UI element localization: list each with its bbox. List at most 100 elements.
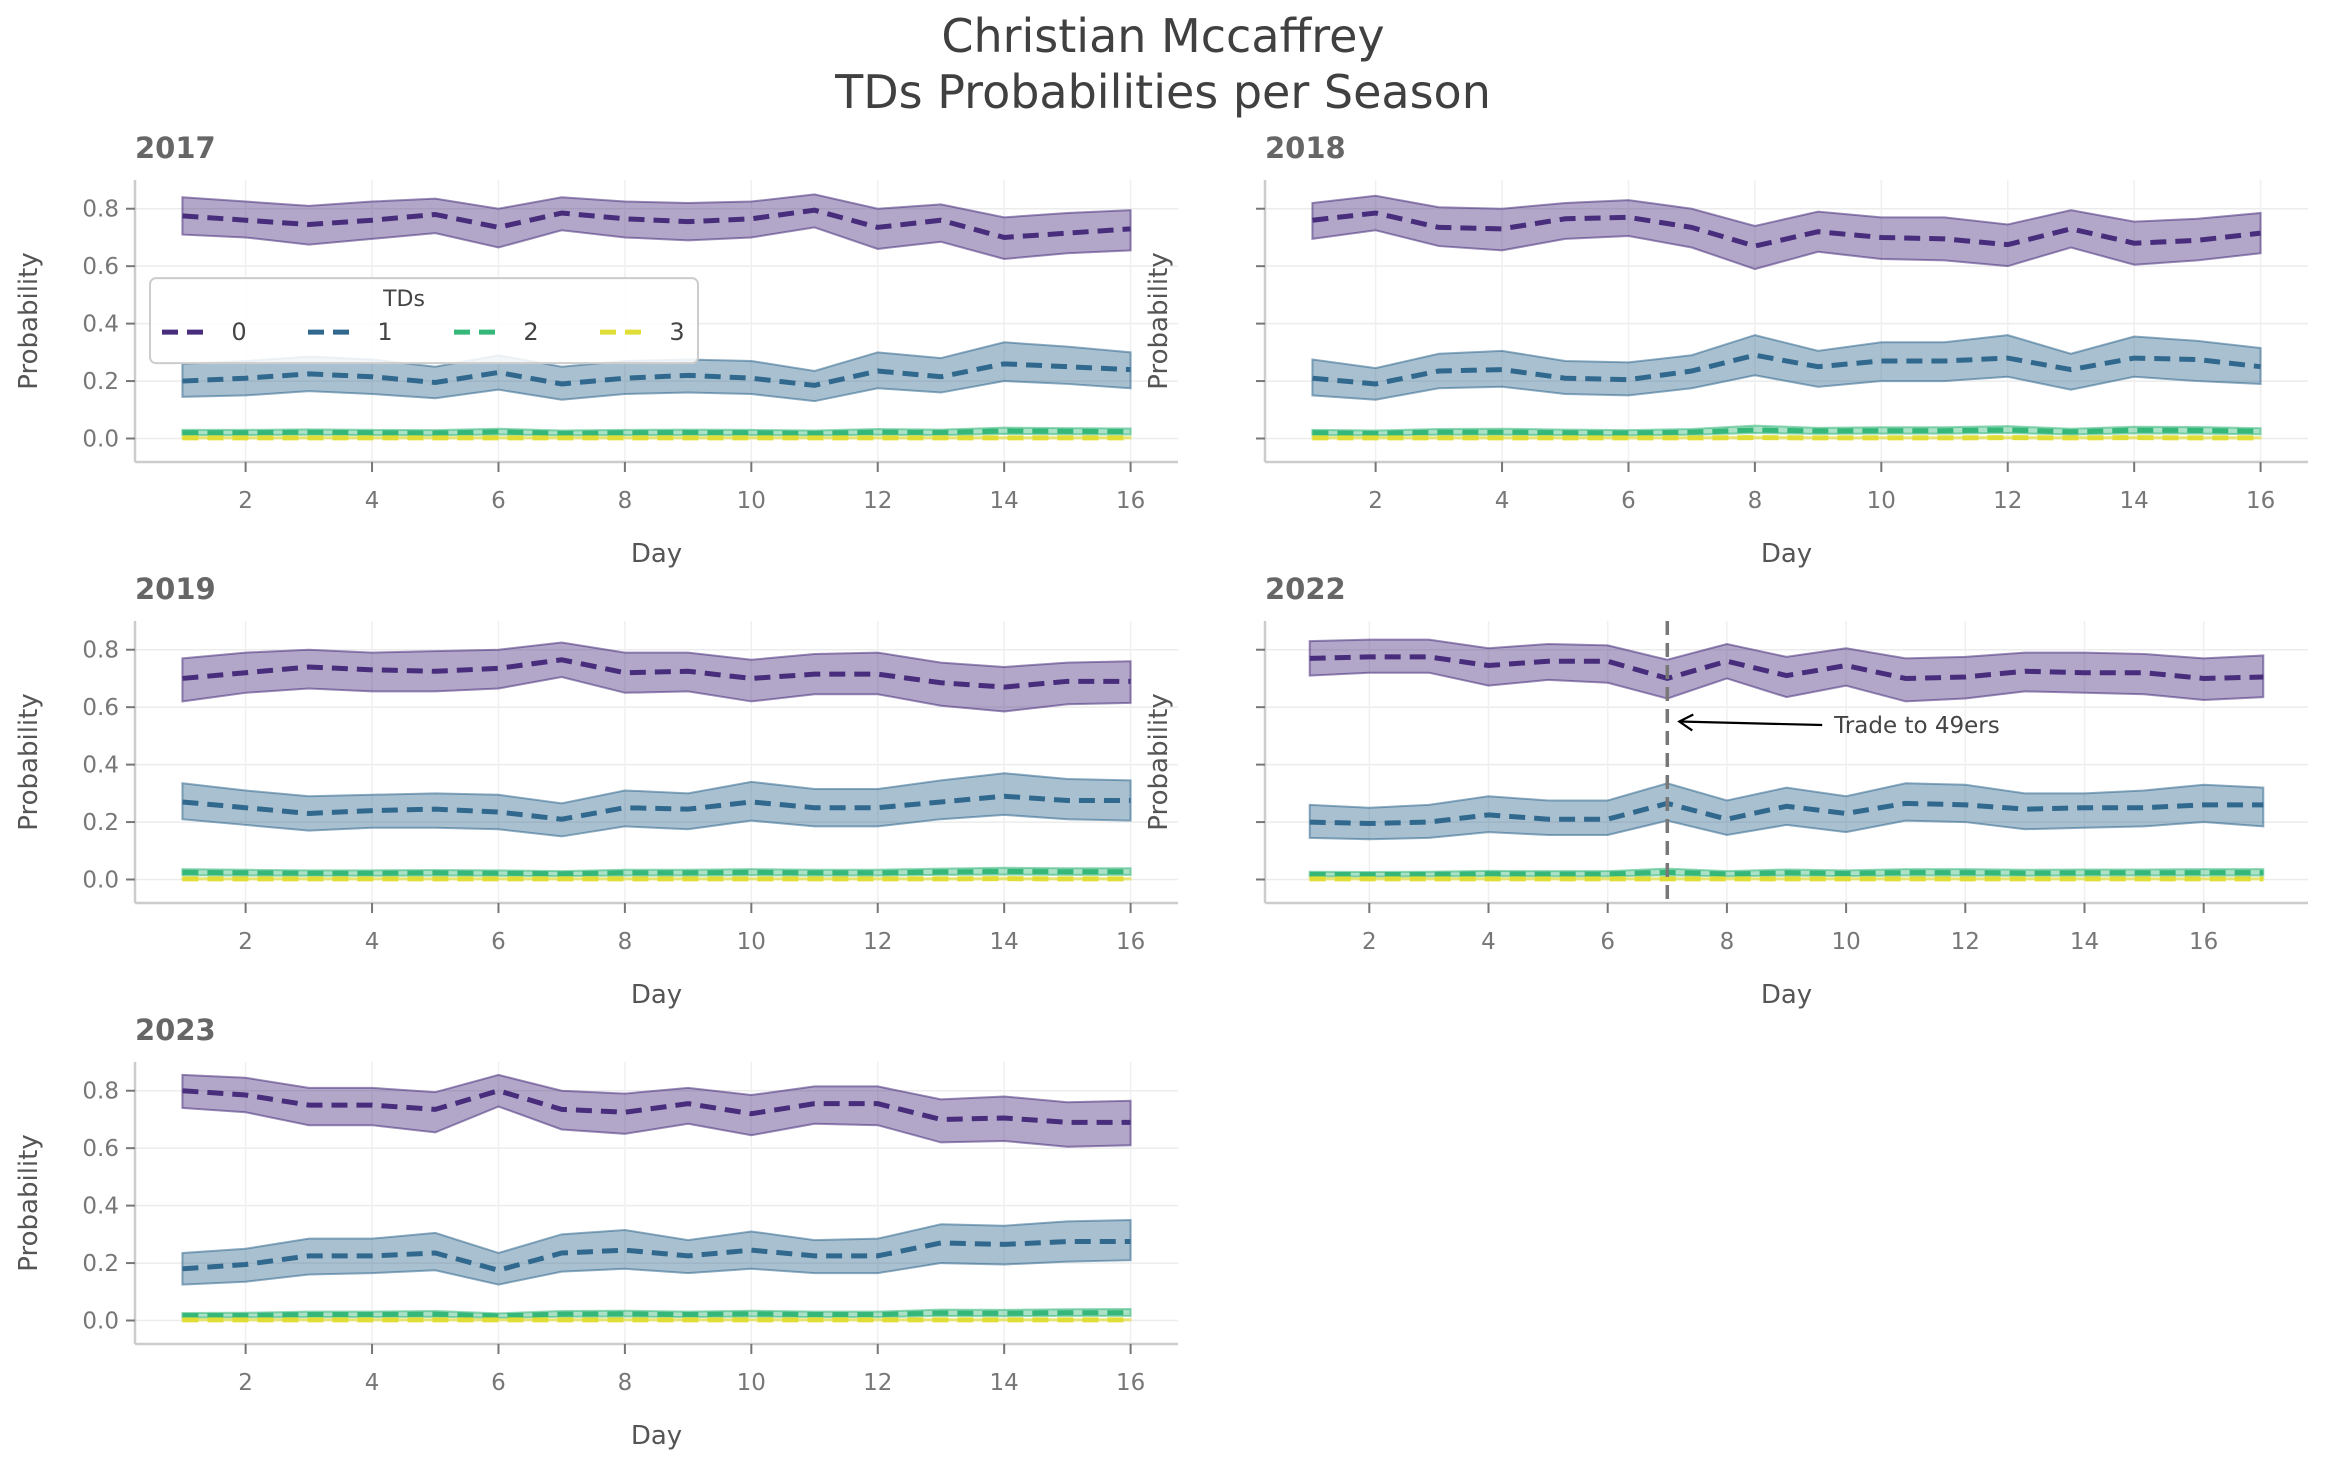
panel-title: 2017 bbox=[135, 131, 216, 165]
y-axis-label: Probability bbox=[14, 252, 44, 389]
x-tick-label: 6 bbox=[1600, 929, 1615, 955]
series-line-0 bbox=[182, 657, 1131, 690]
y-tick-label: 0.4 bbox=[82, 312, 119, 338]
y-tick-label: 0.2 bbox=[82, 369, 119, 395]
x-tick-label: 12 bbox=[1951, 929, 1980, 955]
x-tick-label: 4 bbox=[365, 1370, 380, 1396]
series-line-0 bbox=[182, 207, 1131, 240]
confidence-band-1 bbox=[1308, 782, 2265, 841]
x-tick-label: 8 bbox=[618, 488, 633, 514]
y-axis-label: Probability bbox=[14, 1134, 44, 1271]
series-line-1 bbox=[1312, 352, 2261, 387]
confidence-band-0 bbox=[1311, 194, 2262, 271]
x-tick-label: 4 bbox=[365, 929, 380, 955]
y-tick-label: 0.8 bbox=[82, 1079, 119, 1105]
x-tick-label: 16 bbox=[1116, 488, 1145, 514]
x-axis-label: Day bbox=[631, 1421, 682, 1451]
panel-2018: 2018 2 4 6 8 10 12 14 16 Day Probability bbox=[1144, 131, 2308, 569]
x-tick-label: 2 bbox=[1368, 488, 1383, 514]
x-tick-label: 10 bbox=[737, 929, 766, 955]
x-tick-label: 2 bbox=[238, 929, 253, 955]
series-line-1 bbox=[182, 1239, 1131, 1273]
chart-title-line-1: Christian Mccaffrey bbox=[941, 9, 1384, 63]
x-axis-label: Day bbox=[631, 539, 682, 569]
confidence-band-0 bbox=[181, 1073, 1132, 1148]
x-tick-label: 10 bbox=[737, 488, 766, 514]
x-tick-label: 6 bbox=[491, 929, 506, 955]
series-line-2 bbox=[182, 1310, 1131, 1319]
x-tick-label: 10 bbox=[737, 1370, 766, 1396]
confidence-band-0 bbox=[181, 641, 1132, 713]
y-tick-label: 0.0 bbox=[82, 1309, 119, 1335]
series-line-2 bbox=[1312, 427, 2261, 436]
x-tick-label: 2 bbox=[238, 1370, 253, 1396]
x-tick-label: 12 bbox=[863, 929, 892, 955]
legend: TDs 0 1 2 3 bbox=[149, 277, 699, 365]
y-tick-label: 0.2 bbox=[82, 810, 119, 836]
annotation-arrow bbox=[1679, 720, 1823, 727]
series-line-2 bbox=[182, 868, 1131, 877]
x-tick-label: 12 bbox=[863, 488, 892, 514]
y-axis-label: Probability bbox=[1144, 693, 1174, 830]
x-axis-label: Day bbox=[631, 980, 682, 1010]
x-tick-label: 8 bbox=[1720, 929, 1735, 955]
x-tick-label: 14 bbox=[2120, 488, 2149, 514]
y-axis-label: Probability bbox=[1144, 252, 1174, 389]
x-tick-label: 16 bbox=[1116, 1370, 1145, 1396]
y-tick-label: 0.8 bbox=[82, 197, 119, 223]
confidence-band-1 bbox=[181, 772, 1132, 838]
legend-title: TDs bbox=[382, 287, 425, 312]
legend-label-3: 3 bbox=[669, 318, 684, 346]
x-tick-label: 14 bbox=[2070, 929, 2099, 955]
panel-title: 2019 bbox=[135, 572, 216, 606]
annotation-text: Trade to 49ers bbox=[1833, 713, 2000, 739]
y-axis-label: Probability bbox=[14, 693, 44, 830]
panel-2019: 2019 0.0 0.2 0.4 0.6 0.8 2 4 6 8 10 12 14 16 Day Probab… bbox=[14, 572, 1178, 1010]
legend-label-1: 1 bbox=[377, 318, 392, 346]
confidence-band-1 bbox=[1311, 334, 2262, 401]
arrow-head-icon bbox=[1677, 713, 1694, 732]
series-line-1 bbox=[182, 361, 1131, 388]
x-tick-label: 4 bbox=[1481, 929, 1496, 955]
x-tick-label: 12 bbox=[863, 1370, 892, 1396]
y-tick-label: 0.4 bbox=[82, 1194, 119, 1220]
x-tick-label: 16 bbox=[2246, 488, 2275, 514]
series-line-0 bbox=[1312, 210, 2261, 249]
panel-2023: 2023 0.0 0.2 0.4 0.6 0.8 2 4 6 8 10 12 14 16 Day Probab… bbox=[14, 1013, 1178, 1451]
y-tick-label: 0.6 bbox=[82, 1136, 119, 1162]
chart-title-line-2: TDs Probabilities per Season bbox=[834, 65, 1491, 119]
x-tick-label: 6 bbox=[491, 1370, 506, 1396]
panel-title: 2022 bbox=[1265, 572, 1346, 606]
x-axis-label: Day bbox=[1761, 539, 1812, 569]
legend-label-0: 0 bbox=[231, 318, 246, 346]
y-tick-label: 0.0 bbox=[82, 868, 119, 894]
x-tick-label: 14 bbox=[990, 1370, 1019, 1396]
x-tick-label: 4 bbox=[1495, 488, 1510, 514]
confidence-band-0 bbox=[181, 193, 1132, 261]
legend-frame bbox=[149, 277, 699, 365]
x-tick-label: 16 bbox=[1116, 929, 1145, 955]
x-tick-label: 14 bbox=[990, 929, 1019, 955]
x-tick-label: 12 bbox=[1993, 488, 2022, 514]
y-tick-label: 0.0 bbox=[82, 427, 119, 453]
x-tick-label: 16 bbox=[2189, 929, 2218, 955]
y-tick-label: 0.2 bbox=[82, 1251, 119, 1277]
panel-2022: 2022 2 4 6 8 10 12 14 16 Day Probability Trade to 4… bbox=[1144, 572, 2308, 1010]
x-axis-label: Day bbox=[1761, 980, 1812, 1010]
x-tick-label: 6 bbox=[1621, 488, 1636, 514]
x-tick-label: 8 bbox=[618, 929, 633, 955]
x-tick-label: 6 bbox=[491, 488, 506, 514]
legend-label-2: 2 bbox=[523, 318, 538, 346]
panel-title: 2023 bbox=[135, 1013, 216, 1047]
series-line-1 bbox=[182, 793, 1131, 822]
panel-title: 2018 bbox=[1265, 131, 1346, 165]
y-tick-label: 0.6 bbox=[82, 695, 119, 721]
x-tick-label: 4 bbox=[365, 488, 380, 514]
x-tick-label: 8 bbox=[1748, 488, 1763, 514]
series-line-0 bbox=[182, 1088, 1131, 1125]
y-tick-label: 0.4 bbox=[82, 753, 119, 779]
confidence-band-0 bbox=[1308, 638, 2265, 703]
